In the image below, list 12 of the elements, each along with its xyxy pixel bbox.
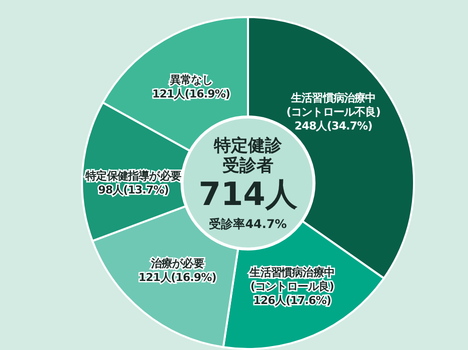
data-label: 248人(34.7%): [294, 119, 373, 132]
text: 受診率44.7%: [208, 217, 287, 231]
slice-label: 治療が必要: [150, 256, 204, 270]
data-label: 121人(16.9%): [138, 270, 217, 284]
data-label: 98人(13.7%): [98, 184, 169, 197]
slice-label: 生活習慣病治療中(コントロール不良): [286, 91, 381, 118]
slice-label: 生活習慣病治療中(コントロール良): [248, 266, 335, 293]
slice-label: 異常なし: [168, 74, 212, 86]
data-label: 121人(16.9%): [152, 88, 230, 100]
text: 特定健診受診者: [213, 136, 283, 176]
text: 714人: [198, 175, 298, 213]
data-label: 126人(17.6%): [253, 294, 332, 307]
